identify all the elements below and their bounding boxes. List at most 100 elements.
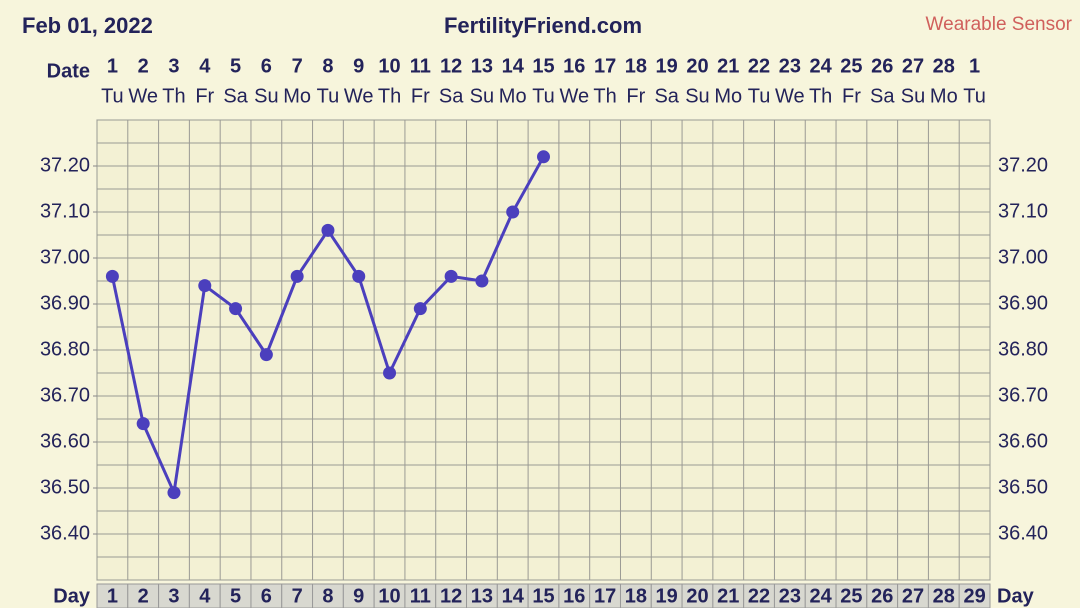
x-tick-label: 19 [656, 585, 678, 607]
weekday-label: Mo [499, 85, 527, 107]
date-label: 26 [871, 55, 893, 77]
date-row-label: Date [47, 60, 90, 82]
weekday-label: Sa [439, 85, 464, 107]
date-label: 14 [502, 55, 525, 77]
weekday-label: Mo [714, 85, 742, 107]
y-tick-label-right: 36.90 [998, 292, 1048, 314]
date-label: 22 [748, 55, 770, 77]
day-cell [681, 583, 714, 608]
date-label: 12 [440, 55, 462, 77]
day-cell [466, 583, 498, 608]
weekday-label: Mo [283, 85, 311, 107]
site-title: FertilityFriend.com [444, 13, 642, 38]
y-tick-label: 37.00 [40, 246, 90, 268]
temperature-point [413, 302, 427, 316]
date-label: 16 [563, 55, 585, 77]
day-cell [927, 583, 960, 608]
weekday-label: Tu [748, 85, 771, 107]
weekday-label: Sa [223, 85, 248, 107]
temperature-point [444, 269, 458, 283]
temperature-point [475, 274, 489, 288]
y-tick-label: 36.50 [40, 476, 90, 498]
weekday-label: Su [685, 85, 709, 107]
y-tick-label-right: 37.00 [998, 246, 1048, 268]
x-tick-label: 12 [440, 585, 462, 607]
temperature-point [537, 150, 550, 164]
y-tick-label-right: 37.20 [998, 154, 1048, 176]
date-label: 23 [779, 55, 801, 77]
weekday-label: Tu [101, 85, 124, 107]
date-label: 20 [686, 55, 708, 77]
date-label: 6 [261, 55, 272, 77]
x-tick-label: 10 [378, 585, 400, 607]
y-tick-label-right: 36.60 [998, 430, 1048, 452]
x-tick-label: 5 [230, 585, 241, 607]
day-row-label: Day [53, 585, 91, 607]
date-label: 2 [138, 55, 149, 77]
date-label: 11 [410, 55, 431, 77]
y-tick-label-right: 37.10 [998, 200, 1048, 222]
weekday-label: Tu [532, 85, 555, 107]
x-tick-label: 27 [902, 585, 924, 607]
x-tick-label: 11 [410, 585, 431, 607]
y-tick-label-right: 36.70 [998, 384, 1048, 406]
y-tick-label-right: 36.50 [998, 476, 1048, 498]
y-tick-label: 36.80 [40, 338, 90, 360]
x-tick-label: 3 [168, 585, 179, 607]
weekday-label: Su [470, 85, 494, 107]
source-label: Wearable Sensor [926, 14, 1073, 35]
weekday-label: Fr [411, 85, 430, 107]
day-cell [650, 583, 683, 608]
day-cell [589, 583, 621, 608]
x-tick-label: 8 [322, 585, 333, 607]
day-cell [958, 583, 991, 608]
date-label: 3 [168, 55, 179, 77]
temperature-point [383, 366, 397, 380]
x-tick-label: 20 [686, 585, 708, 607]
x-tick-label: 22 [748, 585, 770, 607]
temperature-point [259, 348, 273, 362]
x-tick-label: 25 [840, 585, 862, 607]
date-label: 24 [810, 55, 833, 77]
x-tick-label: 26 [871, 585, 893, 607]
day-cell [158, 583, 190, 608]
weekday-label: Th [809, 85, 832, 107]
x-tick-label: 9 [353, 585, 364, 607]
weekday-label: Sa [654, 85, 679, 107]
weekday-label: Th [378, 85, 401, 107]
day-cell [527, 583, 560, 608]
weekday-label: Su [901, 85, 925, 107]
date-label: 15 [532, 55, 554, 77]
temperature-point [167, 486, 181, 500]
day-cell [619, 583, 652, 608]
y-tick-label: 36.70 [40, 384, 90, 406]
y-tick-label-right: 36.40 [998, 522, 1048, 544]
day-cell [835, 583, 868, 608]
weekday-label: We [559, 85, 589, 107]
x-tick-label: 29 [963, 585, 985, 607]
weekday-label: Fr [195, 85, 214, 107]
temperature-point [352, 269, 366, 283]
x-tick-label: 13 [471, 585, 493, 607]
x-tick-label: 7 [292, 585, 303, 607]
date-label: 1 [969, 55, 980, 77]
day-row-label-right: Day [997, 585, 1035, 607]
temperature-point [506, 205, 520, 219]
day-cell [219, 583, 252, 608]
x-tick-label: 23 [779, 585, 801, 607]
weekday-label: Tu [317, 85, 340, 107]
weekday-label: Fr [626, 85, 645, 107]
x-tick-label: 1 [107, 585, 118, 607]
x-tick-label: 14 [502, 585, 525, 607]
x-tick-label: 2 [138, 585, 149, 607]
weekday-label: We [775, 85, 805, 107]
temperature-point [136, 417, 150, 431]
weekday-label: Fr [842, 85, 861, 107]
x-tick-label: 18 [625, 585, 647, 607]
date-label: 28 [933, 55, 955, 77]
weekday-label: Mo [930, 85, 958, 107]
date-label: 21 [717, 55, 739, 77]
day-cell [496, 583, 529, 608]
weekday-label: We [344, 85, 374, 107]
